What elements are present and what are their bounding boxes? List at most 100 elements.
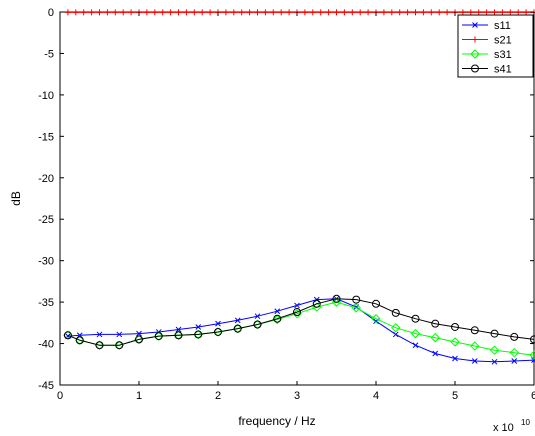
data-point-s41 — [451, 322, 459, 331]
data-point-s31 — [450, 337, 460, 347]
data-point-s41 — [63, 331, 72, 340]
data-point-s41 — [530, 335, 535, 344]
data-point-s21 — [428, 9, 435, 16]
data-point-s21 — [246, 9, 253, 16]
data-point-s21 — [301, 9, 308, 16]
data-point-s21 — [467, 9, 474, 16]
legend-item-s41: s41 — [462, 64, 512, 76]
data-point-s21 — [499, 9, 506, 16]
data-point-s11 — [215, 320, 221, 327]
data-point-s41 — [510, 332, 519, 341]
data-point-s21 — [230, 9, 237, 16]
y-tick-label: -10 — [38, 90, 54, 102]
data-point-s21 — [507, 9, 514, 16]
data-point-s31 — [410, 328, 421, 339]
data-point-s21 — [151, 9, 158, 16]
data-point-s41 — [75, 336, 84, 345]
data-point-s41 — [174, 331, 183, 340]
data-point-s41 — [154, 332, 163, 341]
data-point-s21 — [444, 9, 451, 16]
plot-frame — [59, 11, 535, 386]
data-point-s11 — [116, 331, 123, 338]
data-point-s21 — [396, 9, 403, 16]
data-point-s41 — [490, 329, 499, 338]
data-point-s11 — [471, 358, 478, 364]
data-point-s21 — [523, 9, 530, 16]
data-point-s21 — [191, 9, 198, 16]
data-point-s41 — [135, 335, 143, 344]
data-point-s11 — [531, 357, 535, 363]
data-point-s21 — [72, 9, 79, 16]
data-point-s21 — [88, 9, 95, 16]
data-point-s41 — [293, 308, 301, 317]
data-point-s11 — [96, 331, 103, 338]
y-axis-ticks: 0 -5 -10 -15 -20 -25 -30 -35 -40 -45 — [38, 7, 534, 392]
data-point-s31 — [173, 330, 184, 340]
y-tick-label: -45 — [38, 380, 54, 392]
y-tick-label: -15 — [38, 131, 54, 143]
data-point-s21 — [278, 9, 285, 16]
x-axis-label: frequency / Hz — [238, 414, 315, 428]
data-point-s11 — [491, 358, 498, 365]
data-point-s21 — [341, 9, 348, 16]
data-point-s41 — [95, 341, 104, 350]
data-point-s11 — [452, 355, 458, 362]
data-point-s31 — [193, 329, 203, 340]
data-point-s21 — [420, 9, 427, 16]
data-point-s41 — [431, 319, 440, 328]
x-axis-ticks: 0 1 2 3 4 5 6 — [57, 12, 535, 402]
data-point-s21 — [112, 9, 119, 16]
data-point-s41 — [470, 326, 479, 335]
x-tick-label: 3 — [294, 390, 300, 402]
data-point-s41 — [115, 341, 124, 350]
data-point-s21 — [333, 9, 340, 16]
y-tick-label: 0 — [48, 7, 54, 19]
data-point-s41 — [214, 327, 222, 336]
data-point-s31 — [529, 350, 535, 360]
series-line-s41 — [67, 298, 535, 346]
y-axis-label: dB — [9, 191, 23, 206]
data-point-s11 — [136, 330, 142, 337]
data-point-s41 — [411, 314, 420, 323]
data-point-s21 — [317, 9, 324, 16]
data-point-s21 — [143, 9, 150, 16]
data-point-s21 — [104, 9, 111, 16]
data-point-s21 — [412, 9, 419, 16]
x-tick-label: 1 — [136, 390, 142, 402]
x-axis-exponent-base: x 10 — [493, 422, 514, 434]
data-point-s21 — [254, 9, 261, 16]
data-point-s21 — [167, 9, 174, 16]
data-point-s31 — [489, 345, 500, 355]
data-point-s41 — [194, 330, 203, 339]
data-point-s31 — [371, 313, 381, 324]
data-point-s11 — [274, 308, 281, 315]
data-point-s11 — [392, 331, 399, 338]
legend-label: s31 — [494, 49, 512, 61]
data-point-s31 — [63, 330, 73, 340]
data-point-s31 — [351, 303, 361, 313]
legend-label: s11 — [494, 20, 511, 32]
x-axis-exponent: x 10 10 — [493, 418, 530, 434]
data-point-s31 — [292, 309, 302, 319]
data-point-s21 — [96, 9, 103, 16]
data-point-s21 — [286, 9, 293, 16]
data-point-s21 — [404, 9, 411, 16]
y-tick-label: -40 — [38, 339, 54, 351]
data-point-s21 — [238, 9, 245, 16]
data-point-s21 — [459, 9, 466, 16]
data-point-s21 — [207, 9, 214, 16]
x-tick-label: 4 — [373, 390, 379, 402]
data-point-s21 — [357, 9, 364, 16]
series-s41 — [63, 294, 535, 350]
data-point-s21 — [199, 9, 206, 16]
data-point-s21 — [388, 9, 395, 16]
data-point-s21 — [475, 9, 482, 16]
data-point-s11 — [234, 317, 241, 324]
data-point-s21 — [183, 9, 190, 16]
data-point-s21 — [222, 9, 229, 16]
data-point-s11 — [432, 350, 439, 357]
y-tick-label: -5 — [44, 48, 54, 60]
legend-label: s21 — [494, 35, 512, 47]
x-tick-label: 5 — [452, 390, 458, 402]
